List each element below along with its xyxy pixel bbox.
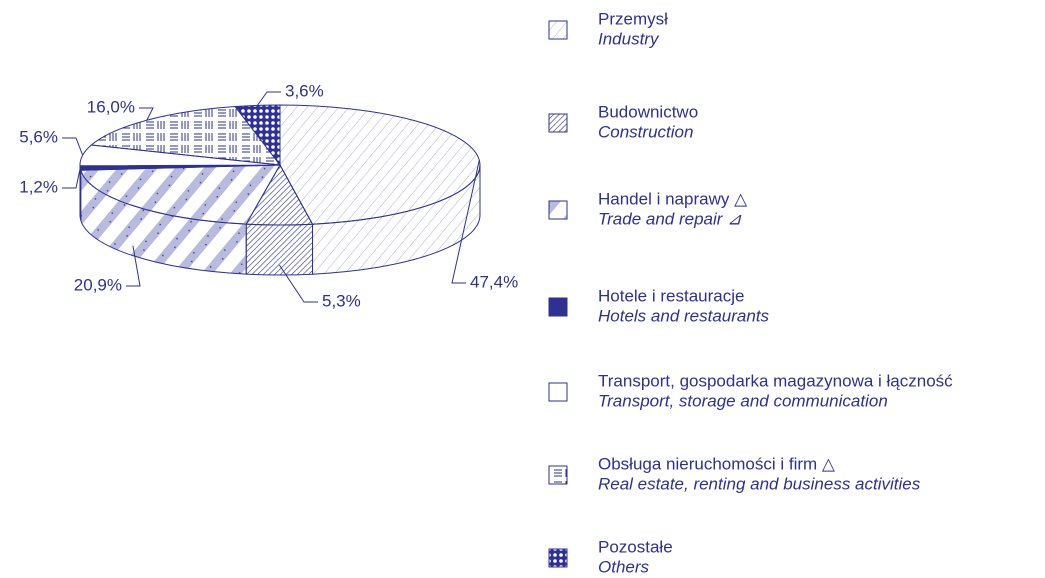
legend-label: Transport, gospodarka magazynowa i łączn… <box>598 371 953 390</box>
leader-line <box>126 245 141 287</box>
leader-line <box>278 264 318 303</box>
legend-label: Budownictwo <box>598 102 698 121</box>
slice <box>234 104 281 167</box>
legend-label: Pozostałe <box>598 537 673 556</box>
data-label: 3,6% <box>285 81 324 100</box>
pie: 47,4% 5,3% 20,9% 1,2% 5,6% 16,0% 3,6% <box>19 81 518 310</box>
leader-line <box>139 107 154 121</box>
data-label: 5,3% <box>322 291 361 310</box>
legend-label-en: Trade and repair ⊿ <box>598 209 742 228</box>
slice-side <box>245 223 314 276</box>
leader-line <box>451 159 480 284</box>
slice <box>80 164 281 225</box>
data-label: 20,9% <box>74 275 122 294</box>
legend-label-en: Real estate, renting and business activi… <box>598 474 921 493</box>
legend-label: Handel i naprawy △ <box>598 189 748 208</box>
leader-line <box>257 91 281 106</box>
legend-swatch <box>548 548 568 568</box>
legend-swatch <box>548 113 568 133</box>
slice <box>90 106 282 166</box>
legend-swatch <box>548 200 568 220</box>
data-label: 5,6% <box>19 127 58 146</box>
legend-label-en: Others <box>598 557 650 576</box>
legend-swatch <box>548 297 568 317</box>
legend-swatch <box>548 20 568 40</box>
legend-label: Obsługa nieruchomości i firm △ <box>598 454 836 473</box>
legend-label-en: Transport, storage and communication <box>598 391 888 410</box>
legend-label: Przemysł <box>598 9 668 28</box>
legend-label-en: Hotels and restaurants <box>598 306 770 325</box>
leader-line <box>62 137 84 156</box>
data-label: 47,4% <box>470 272 518 291</box>
data-label: 16,0% <box>87 97 135 116</box>
leader-line <box>62 167 81 189</box>
legend-swatch <box>548 465 568 485</box>
data-label: 1,2% <box>19 177 58 196</box>
legend-label-en: Industry <box>598 29 660 48</box>
legend-swatch <box>548 382 568 402</box>
legend-label-en: Construction <box>598 122 693 141</box>
legend-label: Hotele i restauracje <box>598 286 744 305</box>
